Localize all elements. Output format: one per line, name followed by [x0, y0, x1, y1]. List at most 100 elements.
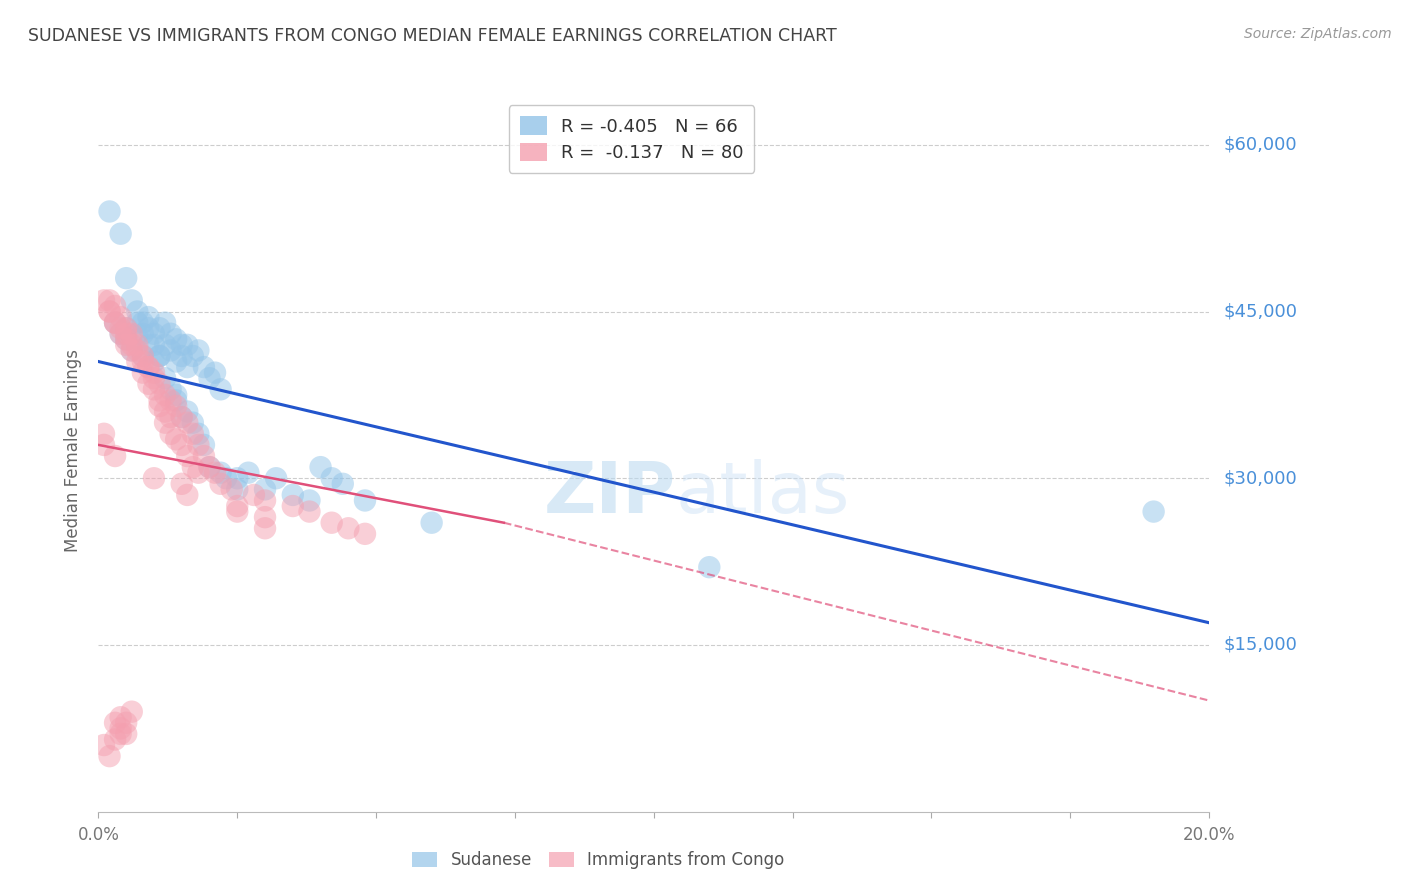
Point	[143, 371, 166, 385]
Point	[170, 476, 193, 491]
Point	[98, 304, 121, 318]
Point	[138, 338, 160, 352]
Point	[159, 382, 181, 396]
Point	[699, 560, 721, 574]
Point	[170, 410, 193, 425]
Point	[176, 360, 198, 375]
Point	[181, 349, 204, 363]
Point	[115, 727, 138, 741]
Point	[143, 338, 166, 352]
Point	[204, 466, 226, 480]
Point	[153, 404, 176, 418]
Point	[238, 466, 260, 480]
Point	[253, 510, 276, 524]
Point	[354, 526, 377, 541]
Point	[221, 483, 243, 497]
Y-axis label: Median Female Earnings: Median Female Earnings	[65, 349, 83, 552]
Point	[198, 460, 221, 475]
Point	[148, 349, 170, 363]
Point	[115, 321, 138, 335]
Point	[121, 293, 143, 308]
Point	[127, 316, 149, 330]
Point	[298, 505, 321, 519]
Point	[253, 483, 276, 497]
Point	[93, 438, 115, 452]
Point	[148, 321, 170, 335]
Text: $30,000: $30,000	[1223, 469, 1296, 487]
Point	[354, 493, 377, 508]
Point	[110, 321, 132, 335]
Point	[176, 416, 198, 430]
Point	[121, 343, 143, 358]
Point	[110, 326, 132, 341]
Point	[98, 749, 121, 764]
Point	[165, 332, 187, 346]
Point	[153, 388, 176, 402]
Point	[159, 326, 181, 341]
Point	[121, 326, 143, 341]
Point	[176, 338, 198, 352]
Point	[104, 316, 127, 330]
Point	[193, 449, 215, 463]
Point	[181, 426, 204, 441]
Point	[110, 326, 132, 341]
Point	[321, 471, 343, 485]
Point	[226, 499, 249, 513]
Point	[337, 521, 360, 535]
Point	[176, 488, 198, 502]
Point	[138, 310, 160, 324]
Point	[148, 393, 170, 408]
Point	[132, 349, 155, 363]
Point	[98, 293, 121, 308]
Point	[176, 449, 198, 463]
Point	[93, 293, 115, 308]
Point	[165, 388, 187, 402]
Point	[170, 338, 193, 352]
Point	[159, 426, 181, 441]
Point	[110, 710, 132, 724]
Point	[165, 433, 187, 447]
Point	[121, 343, 143, 358]
Point	[132, 326, 155, 341]
Point	[104, 316, 127, 330]
Point	[226, 471, 249, 485]
Text: ZIP: ZIP	[544, 459, 676, 528]
Point	[165, 393, 187, 408]
Point	[148, 349, 170, 363]
Point	[121, 705, 143, 719]
Point	[132, 349, 155, 363]
Point	[143, 366, 166, 380]
Point	[115, 715, 138, 730]
Point	[193, 360, 215, 375]
Point	[104, 715, 127, 730]
Point	[243, 488, 266, 502]
Point	[165, 354, 187, 368]
Point	[143, 354, 166, 368]
Point	[148, 376, 170, 391]
Point	[127, 338, 149, 352]
Point	[198, 460, 221, 475]
Point	[115, 321, 138, 335]
Point	[138, 360, 160, 375]
Point	[187, 466, 209, 480]
Point	[264, 471, 287, 485]
Text: $15,000: $15,000	[1223, 636, 1296, 654]
Text: $60,000: $60,000	[1223, 136, 1296, 153]
Point	[420, 516, 443, 530]
Legend: Sudanese, Immigrants from Congo: Sudanese, Immigrants from Congo	[405, 845, 792, 876]
Point	[209, 382, 232, 396]
Point	[226, 483, 249, 497]
Point	[215, 471, 238, 485]
Point	[115, 332, 138, 346]
Point	[148, 399, 170, 413]
Point	[143, 471, 166, 485]
Point	[253, 521, 276, 535]
Point	[281, 499, 304, 513]
Point	[181, 416, 204, 430]
Point	[127, 304, 149, 318]
Point	[104, 449, 127, 463]
Point	[1143, 505, 1166, 519]
Point	[309, 460, 332, 475]
Point	[187, 343, 209, 358]
Point	[253, 493, 276, 508]
